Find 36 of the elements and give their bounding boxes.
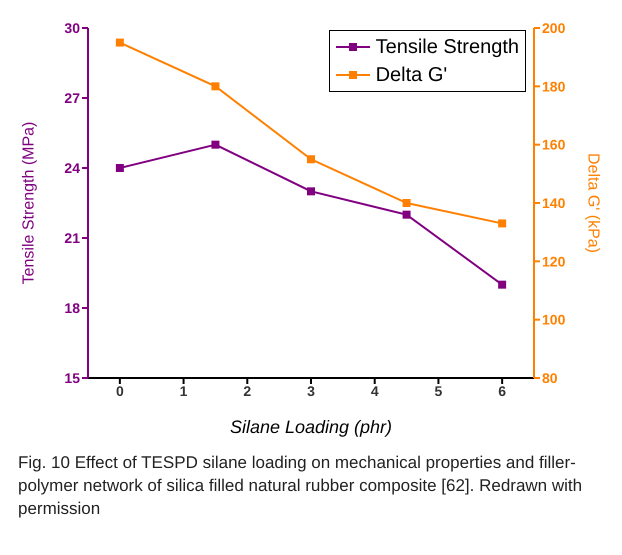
point (402, 199, 411, 207)
x-tick-label: 3 (307, 382, 316, 399)
legend-label: Delta G' (376, 63, 448, 88)
x-tick-label: 1 (180, 382, 188, 399)
y2-axis-title: Delta G' (kPa) (584, 153, 602, 253)
point (307, 155, 315, 164)
x-tick-label: 4 (370, 382, 379, 399)
y2-tick-label: 80 (542, 370, 558, 386)
y2-tick-label: 140 (542, 194, 566, 211)
y-tick-label: 30 (64, 20, 80, 36)
point (498, 219, 506, 228)
point (402, 210, 411, 219)
y2-tick-label: 160 (542, 136, 566, 153)
y-tick-label: 27 (64, 90, 80, 106)
legend-label: Tensile Strength (376, 35, 519, 60)
point (116, 38, 124, 47)
point (211, 140, 220, 149)
x-axis-title: Silane Loading (phr) (230, 417, 392, 437)
point (211, 82, 220, 90)
y-tick-label: 15 (64, 370, 80, 386)
y2-tick-label: 120 (542, 253, 566, 270)
point (498, 280, 506, 289)
caption: Fig. 10 Effect of TESPD silane loading on mechanical properties and filler-polymer network of silica filled natural rubber composite [62]. Redrawn with permission (17, 452, 584, 520)
y-axis-title: Tensile Strength (MPa) (20, 122, 38, 284)
x-tick-label: 0 (116, 382, 124, 399)
y-tick-label: 24 (64, 160, 80, 176)
x-tick-label: 5 (434, 382, 443, 399)
y-tick-label: 21 (64, 230, 80, 246)
x-tick-label: 2 (243, 382, 252, 399)
x-tick-label: 6 (498, 382, 506, 399)
y2-tick-label: 200 (542, 20, 566, 36)
point (116, 164, 124, 172)
y2-tick-label: 180 (542, 78, 566, 94)
y-tick-label: 18 (64, 300, 80, 316)
y2-tick-label: 100 (542, 312, 566, 328)
point (307, 187, 315, 196)
